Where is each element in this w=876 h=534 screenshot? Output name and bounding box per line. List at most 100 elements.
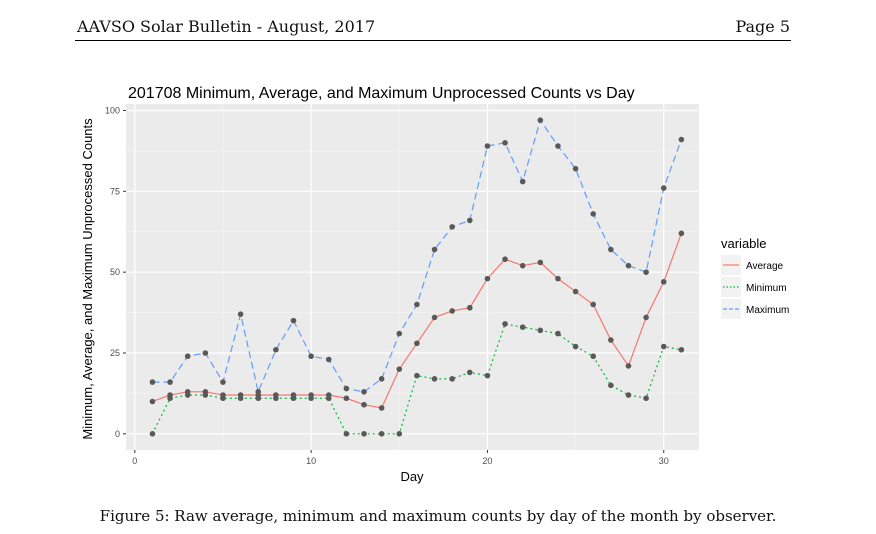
data-point-minimum [625, 392, 632, 398]
y-tick-label: 0 [115, 429, 120, 439]
data-point-maximum [625, 262, 632, 269]
data-point-maximum [149, 379, 156, 385]
data-point-average [590, 301, 597, 308]
data-point-average [555, 275, 561, 282]
data-point-maximum [643, 269, 649, 275]
data-point-minimum [308, 395, 314, 402]
data-point-average [502, 256, 508, 263]
data-point-maximum [290, 317, 297, 324]
data-point-maximum [202, 350, 209, 356]
data-point-minimum [378, 431, 385, 437]
data-point-average [378, 405, 385, 411]
data-point-minimum [237, 395, 244, 402]
data-point-minimum [184, 392, 191, 398]
plot-panel [126, 104, 699, 450]
data-point-minimum [519, 324, 526, 330]
data-point-average [625, 363, 632, 369]
data-point-maximum [572, 165, 579, 172]
data-point-minimum [167, 395, 173, 402]
y-tick-label: 50 [110, 267, 120, 277]
data-point-average [467, 304, 473, 311]
data-point-maximum [396, 330, 403, 337]
data-point-average [449, 308, 455, 314]
data-point-average [396, 366, 403, 372]
x-axis-label: Day [400, 469, 424, 484]
data-point-maximum [660, 185, 667, 191]
data-point-maximum [502, 140, 508, 146]
data-point-average [660, 279, 667, 285]
data-point-minimum [678, 346, 685, 353]
data-point-maximum [361, 388, 367, 395]
data-point-average [149, 398, 156, 405]
data-point-minimum [608, 382, 614, 389]
chart-title: 201708 Minimum, Average, and Maximum Unp… [128, 85, 635, 102]
data-point-maximum [308, 353, 314, 360]
x-tick-label: 0 [132, 456, 137, 466]
data-point-maximum [325, 356, 332, 363]
data-point-average [537, 259, 544, 266]
data-point-maximum [273, 346, 279, 353]
data-point-maximum [431, 246, 438, 253]
data-point-maximum [519, 178, 526, 185]
data-point-maximum [590, 211, 597, 217]
data-point-average [643, 314, 649, 321]
series-points [149, 117, 685, 437]
data-point-minimum [273, 395, 279, 402]
y-tick-label: 25 [110, 348, 120, 358]
legend-label-maximum: Maximum [746, 305, 789, 316]
data-point-minimum [502, 321, 508, 327]
data-point-minimum [643, 395, 649, 402]
data-point-maximum [484, 143, 491, 149]
data-point-minimum [220, 395, 226, 402]
x-tick-label: 10 [306, 456, 316, 466]
legend: variable Average Minimum Maximum [721, 236, 789, 319]
data-point-minimum [467, 369, 473, 376]
data-point-minimum [149, 431, 156, 437]
legend-title: variable [721, 236, 767, 251]
data-point-average [414, 340, 420, 347]
data-point-average [431, 314, 438, 321]
data-point-maximum [608, 246, 614, 253]
y-tick-label: 75 [110, 186, 120, 196]
data-point-minimum [484, 372, 491, 379]
page-number: Page 5 [735, 17, 790, 36]
data-point-average [608, 337, 614, 343]
data-point-average [343, 395, 350, 402]
data-point-maximum [467, 217, 473, 224]
data-point-minimum [572, 343, 579, 350]
data-point-minimum [537, 327, 544, 334]
x-tick-label: 20 [482, 456, 492, 466]
y-axis-label: Minimum, Average, and Maximum Unprocesse… [80, 118, 95, 440]
data-point-maximum [220, 379, 226, 385]
data-point-minimum [343, 431, 350, 437]
data-point-maximum [167, 379, 173, 385]
data-point-average [484, 275, 491, 282]
data-point-minimum [555, 330, 561, 337]
header-rule [75, 40, 791, 41]
data-point-minimum [414, 372, 420, 379]
data-point-maximum [449, 224, 455, 230]
data-point-minimum [361, 431, 367, 437]
axes: 0 10 20 30 0 25 50 75 100 [105, 105, 669, 466]
figure-caption: Figure 5: Raw average, minimum and maxim… [99, 507, 777, 525]
x-tick-label: 30 [659, 456, 669, 466]
data-point-maximum [343, 385, 350, 392]
data-point-minimum [590, 353, 597, 360]
data-point-maximum [678, 136, 685, 143]
legend-label-minimum: Minimum [746, 283, 787, 294]
data-point-maximum [378, 376, 385, 382]
data-point-average [519, 262, 526, 269]
data-point-minimum [396, 431, 403, 437]
data-point-maximum [237, 311, 244, 317]
data-point-maximum [184, 353, 191, 360]
header-title: AAVSO Solar Bulletin - August, 2017 [77, 17, 376, 36]
data-point-minimum [660, 343, 667, 350]
data-point-maximum [537, 117, 544, 123]
data-point-minimum [431, 376, 438, 382]
y-tick-label: 100 [105, 105, 120, 115]
chart: 0 10 20 30 0 25 50 75 100 201708 Minimum, Averag… [80, 85, 789, 484]
data-point-minimum [290, 395, 297, 402]
data-point-average [678, 230, 685, 237]
data-point-minimum [449, 376, 455, 382]
data-point-minimum [255, 395, 262, 402]
